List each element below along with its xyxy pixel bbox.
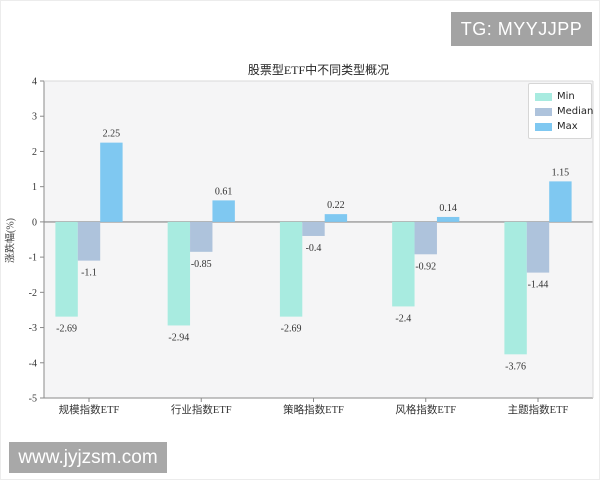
x-category-label: 策略指数ETF (283, 403, 344, 416)
value-label: -1.44 (528, 280, 549, 291)
y-tick-label: 1 (32, 182, 37, 193)
x-category-label: 行业指数ETF (171, 403, 232, 416)
y-tick-label: -5 (29, 394, 37, 405)
value-label: -2.4 (395, 313, 411, 324)
value-label: 0.61 (215, 186, 233, 197)
telegram-badge: TG: MYYJJPP (451, 12, 592, 46)
bar-median (77, 221, 101, 261)
bar-min (167, 221, 191, 326)
bar-max (549, 181, 572, 222)
value-label: -2.94 (168, 332, 189, 343)
site-watermark: www.jyjzsm.com (9, 442, 167, 473)
legend-item: Min (535, 89, 585, 104)
y-tick-label: -4 (29, 358, 37, 369)
y-tick-label: -2 (29, 288, 37, 299)
value-label: -0.4 (306, 243, 322, 254)
legend-label: Max (557, 121, 578, 132)
bar-min (392, 221, 415, 307)
value-label: 1.15 (552, 167, 570, 178)
y-tick-label: 4 (32, 77, 37, 88)
legend-item: Median (535, 104, 593, 119)
legend-label: Median (557, 106, 594, 117)
y-tick-label: -3 (29, 323, 37, 334)
bar-min (279, 221, 303, 317)
value-label: -2.69 (281, 324, 302, 335)
x-category-label: 风格指数ETF (395, 403, 456, 416)
value-label: -0.85 (191, 259, 212, 270)
bar-min (504, 221, 527, 355)
x-category-label: 规模指数ETF (59, 403, 120, 416)
y-tick-label: -1 (29, 253, 37, 264)
value-label: 0.14 (439, 203, 457, 214)
legend-label: Min (557, 91, 575, 102)
value-label: 2.25 (103, 129, 121, 140)
legend-item: Max (535, 119, 585, 134)
legend-swatch-icon (535, 107, 552, 116)
y-tick-label: 3 (32, 112, 37, 123)
chart-title: 股票型ETF中不同类型概况 (247, 63, 390, 77)
bar-min (55, 221, 78, 317)
chart-legend: Min Median Max (528, 83, 593, 139)
bar-max (436, 216, 460, 222)
bar-median (526, 221, 550, 273)
legend-swatch-icon (535, 92, 552, 101)
value-label: -2.69 (56, 324, 77, 335)
value-label: 0.22 (327, 200, 345, 211)
value-label: -0.92 (415, 261, 436, 272)
y-tick-label: 0 (32, 217, 37, 228)
y-tick-label: 2 (32, 147, 37, 158)
bar-median (414, 221, 437, 255)
legend-swatch-icon (535, 122, 552, 131)
bar-median (302, 221, 325, 236)
x-category-label: 主题指数ETF (508, 403, 569, 416)
value-label: -1.1 (81, 268, 97, 279)
plot-area (44, 81, 593, 398)
bar-max (324, 214, 348, 222)
bar-max (212, 200, 235, 222)
bar-max (100, 142, 123, 222)
bar-median (190, 221, 213, 252)
value-label: -3.76 (505, 361, 526, 372)
